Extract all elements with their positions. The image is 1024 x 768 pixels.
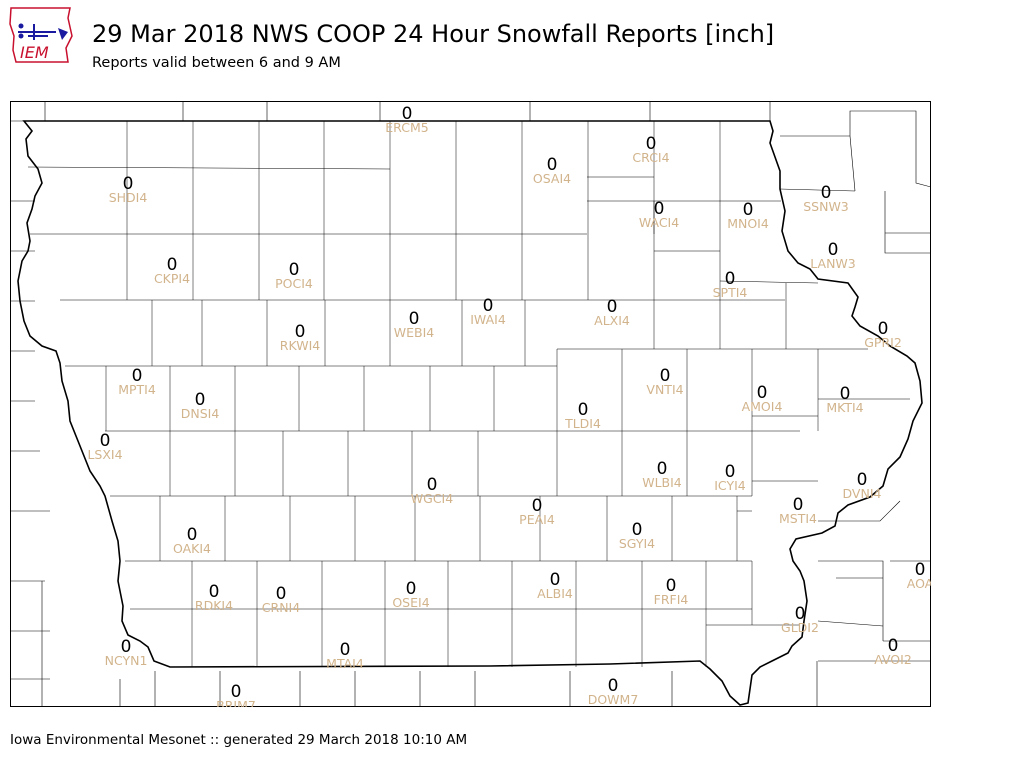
iowa-state-boundary (17, 120, 923, 706)
station-id-albi4: ALBI4 (537, 586, 573, 601)
station-value-ncyn1: 0 (121, 637, 132, 657)
station-value-osai4: 0 (547, 155, 558, 175)
station-value-avoi2: 0 (888, 636, 899, 656)
station-value-osei4: 0 (406, 579, 417, 599)
station-value-lsxi4: 0 (100, 431, 111, 451)
station-value-spti4: 0 (725, 269, 736, 289)
station-id-wgci4: WGCI4 (411, 491, 453, 506)
neighbor-state-lines (10, 101, 932, 707)
station-value-crci4: 0 (646, 134, 657, 154)
station-value-iwai4: 0 (483, 296, 494, 316)
station-value-mtai4: 0 (340, 640, 351, 660)
map-subtitle: Reports valid between 6 and 9 AM (92, 55, 341, 71)
station-id-gldi2: GLDI2 (781, 620, 819, 635)
station-id-lanw3: LANW3 (810, 256, 855, 271)
station-value-icyi4: 0 (725, 462, 736, 482)
map-canvas: 0ERCM50CRCI40OSAI40SHDI40WACI40MNOI40SSN… (10, 101, 934, 713)
footer-credit: Iowa Environmental Mesonet :: generated … (10, 732, 468, 748)
county-lines (27, 121, 910, 667)
station-id-ssnw3: SSNW3 (803, 199, 849, 214)
station-id-peai4: PEAI4 (519, 512, 555, 527)
station-value-dnsi4: 0 (195, 390, 206, 410)
station-value-ercm5: 0 (402, 104, 413, 124)
station-value-ssnw3: 0 (821, 183, 832, 203)
station-id-lsxi4: LSXI4 (87, 447, 122, 462)
station-value-rkwi4: 0 (295, 322, 306, 342)
station-id-avoi2: AVOI2 (874, 652, 912, 667)
station-id-osei4: OSEI4 (392, 595, 429, 610)
station-value-mpti4: 0 (132, 366, 143, 386)
map-title: 29 Mar 2018 NWS COOP 24 Hour Snowfall Re… (92, 20, 775, 48)
station-value-mkti4: 0 (840, 384, 851, 404)
station-value-gldi2: 0 (795, 604, 806, 624)
station-id-rkwi4: RKWI4 (280, 338, 320, 353)
station-value-tldi4: 0 (578, 400, 589, 420)
station-value-lanw3: 0 (828, 240, 839, 260)
station-id-ckpi4: CKPI4 (154, 271, 190, 286)
station-value-webi4: 0 (409, 309, 420, 329)
iem-logo: IEM (8, 6, 76, 66)
station-value-rdki4: 0 (209, 582, 220, 602)
station-value-gpri2: 0 (878, 319, 889, 339)
snowfall-map: 0 ERCM5 0 CRCI4 0 OSAI4 0 SHDI4 0 WACI4 0 MNOI4 0 SSN… (10, 101, 934, 713)
station-id-vnti4: VNTI4 (646, 382, 683, 397)
station-id-tldi4: TLDI4 (564, 416, 601, 431)
station-id-msti4: MSTI4 (779, 511, 817, 526)
station-value-alxi4: 0 (607, 297, 618, 317)
station-id-icyi4: ICYI4 (714, 478, 746, 493)
station-value-wgci4: 0 (427, 475, 438, 495)
station-id-dvni4: DVNI4 (843, 486, 882, 501)
station-id-poci4: POCI4 (275, 276, 313, 291)
station-value-mnoi4: 0 (743, 200, 754, 220)
station-value-frfi4: 0 (666, 576, 677, 596)
station-id-ncyn1: NCYN1 (105, 653, 148, 668)
station-value-wlbi4: 0 (657, 459, 668, 479)
station-id-crci4: CRCI4 (632, 150, 669, 165)
station-id-frfi4: FRFI4 (654, 592, 689, 607)
station-value-poci4: 0 (289, 260, 300, 280)
station-id-brim7: BRIM7 (216, 698, 256, 707)
station-id-shdi4: SHDI4 (109, 190, 148, 205)
station-value-ckpi4: 0 (167, 255, 178, 275)
station-id-spti4: SPTI4 (713, 285, 748, 300)
station-id-rdki4: RDKI4 (195, 598, 233, 613)
station-id-osai4: OSAI4 (533, 171, 571, 186)
station-id-iwai4: IWAI4 (470, 312, 506, 327)
station-id-mkti4: MKTI4 (826, 400, 863, 415)
station-id-alxi4: ALXI4 (594, 313, 630, 328)
station-id-waci4: WACI4 (639, 215, 679, 230)
station-id-sgyi4: SGYI4 (619, 536, 655, 551)
station-value-oaki4: 0 (187, 525, 198, 545)
station-value-peai4: 0 (532, 496, 543, 516)
map-frame (10, 101, 931, 707)
station-value-shdi4: 0 (123, 174, 134, 194)
station-value-albi4: 0 (550, 570, 561, 590)
station-id-webi4: WEBI4 (394, 325, 435, 340)
station-value-vnti4: 0 (660, 366, 671, 386)
station-id-crni4: CRNI4 (262, 600, 300, 615)
station-id-wlbi4: WLBI4 (642, 475, 682, 490)
station-id-oaki4: OAKI4 (173, 541, 211, 556)
station-id-dnsi4: DNSI4 (181, 406, 220, 421)
station-id-mtai4: MTAI4 (326, 656, 364, 671)
station-id-aoa: AOA (907, 576, 931, 591)
station-id-ercm5: ERCM5 (385, 120, 428, 135)
station-value-sgyi4: 0 (632, 520, 643, 540)
station-value-dowm7: 0 (608, 676, 619, 696)
station-id-gpri2: GPRI2 (864, 335, 902, 350)
station-value-brim7: 0 (231, 682, 242, 702)
station-id-mpti4: MPTI4 (118, 382, 156, 397)
station-value-aoa: 0 (915, 560, 926, 580)
station-value-msti4: 0 (793, 495, 804, 515)
station-value-crni4: 0 (276, 584, 287, 604)
station-value-waci4: 0 (654, 199, 665, 219)
station-id-amoi4: AMOI4 (742, 399, 783, 414)
station-id-mnoi4: MNOI4 (727, 216, 769, 231)
station-value-dvni4: 0 (857, 470, 868, 490)
station-value-amoi4: 0 (757, 383, 768, 403)
svg-text:IEM: IEM (20, 43, 49, 62)
station-id-dowm7: DOWM7 (588, 692, 639, 707)
